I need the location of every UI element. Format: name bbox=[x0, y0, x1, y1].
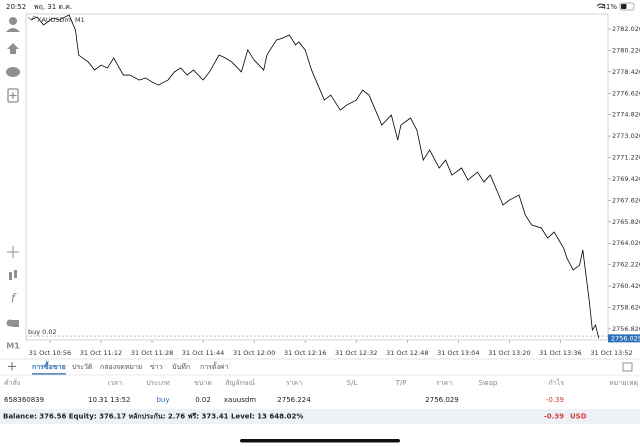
column-header: T/P bbox=[395, 379, 407, 387]
crosshair-icon[interactable] bbox=[7, 246, 19, 258]
table-cell[interactable]: 0.02 bbox=[195, 396, 211, 404]
table-cell[interactable]: -0.39 bbox=[546, 396, 564, 404]
y-tick-label: 2769.420 bbox=[612, 175, 640, 183]
indicator-icon-bar bbox=[14, 270, 17, 278]
column-header: หมายเหตุ bbox=[609, 379, 638, 387]
tab[interactable]: ประวัติ bbox=[72, 363, 93, 371]
account-icon[interactable] bbox=[9, 17, 17, 25]
indicator-icon[interactable] bbox=[9, 272, 12, 280]
function-icon[interactable]: f bbox=[11, 292, 17, 306]
x-tick-label: 31 Oct 13:52 bbox=[590, 349, 632, 357]
x-tick-label: 31 Oct 13:20 bbox=[488, 349, 530, 357]
column-header: สัญลักษณ์ bbox=[225, 379, 255, 387]
column-header: ราคา bbox=[286, 379, 302, 387]
price-tag-label: 2756.029 bbox=[611, 334, 640, 342]
x-tick-label: 31 Oct 12:16 bbox=[284, 349, 326, 357]
objects-icon[interactable] bbox=[6, 319, 14, 327]
tab[interactable]: ข่าว bbox=[150, 363, 163, 371]
new-order-plus bbox=[9, 92, 17, 99]
x-tick-label: 31 Oct 12:32 bbox=[335, 349, 377, 357]
y-tick-label: 2773.020 bbox=[612, 132, 640, 140]
tab[interactable]: การตั้งค่า bbox=[200, 360, 229, 371]
y-tick-label: 2776.620 bbox=[612, 89, 640, 97]
y-tick-label: 2774.820 bbox=[612, 111, 640, 119]
status-battery: 41% bbox=[601, 3, 617, 11]
timeframe-button[interactable]: M1 bbox=[6, 342, 20, 351]
x-tick-label: 31 Oct 12:00 bbox=[233, 349, 275, 357]
y-tick-label: 2778.420 bbox=[612, 68, 640, 76]
y-tick-label: 2767.620 bbox=[612, 196, 640, 204]
y-tick-label: 2771.220 bbox=[612, 154, 640, 162]
x-tick-label: 31 Oct 11:28 bbox=[131, 349, 173, 357]
column-header: เวลา bbox=[107, 379, 122, 387]
y-tick-label: 2782.020 bbox=[612, 25, 640, 33]
y-tick-label: 2758.620 bbox=[612, 304, 640, 312]
column-header: ราคา bbox=[436, 379, 452, 387]
x-tick-label: 31 Oct 13:36 bbox=[539, 349, 581, 357]
column-header: ประเภท bbox=[146, 379, 170, 387]
panel-icon[interactable] bbox=[622, 362, 633, 372]
x-tick-label: 31 Oct 11:12 bbox=[80, 349, 122, 357]
y-tick-label: 2756.820 bbox=[612, 325, 640, 333]
tab[interactable]: การซื้อขาย bbox=[32, 360, 66, 371]
add-button[interactable]: + bbox=[7, 360, 18, 375]
y-tick-label: 2765.820 bbox=[612, 218, 640, 226]
chart-title: XAUUSDm, M1 bbox=[37, 16, 85, 24]
home-indicator bbox=[240, 439, 400, 443]
y-tick-label: 2780.220 bbox=[612, 46, 640, 54]
y-tick-label: 2760.420 bbox=[612, 282, 640, 290]
summary-profit: -0.39 bbox=[544, 413, 564, 421]
column-header: Swap bbox=[479, 379, 498, 387]
tab[interactable]: บันทึก bbox=[172, 362, 190, 371]
column-header: กำไร bbox=[549, 378, 565, 387]
price-tag bbox=[608, 334, 640, 343]
summary-row bbox=[0, 409, 640, 424]
table-cell[interactable]: 2756.029 bbox=[425, 396, 458, 404]
summary-text: Balance: 376.56 Equity: 376.17 หลักประกั… bbox=[3, 413, 303, 421]
x-tick-label: 31 Oct 10:56 bbox=[29, 349, 71, 357]
x-tick-label: 31 Oct 12:48 bbox=[386, 349, 428, 357]
summary-currency: USD bbox=[570, 413, 587, 421]
table-cell[interactable]: 2756.224 bbox=[277, 396, 311, 404]
wifi-icon bbox=[596, 3, 606, 9]
status-date: พฤ. 31 ต.ค. bbox=[34, 3, 72, 11]
x-tick-label: 31 Oct 11:44 bbox=[182, 349, 224, 357]
y-tick-label: 2764.020 bbox=[612, 239, 640, 247]
objects-icon-square bbox=[12, 320, 19, 327]
positions-table: คำสั่ง เวลา ประเภท ขนาด สัญลักษณ์ ราคา S/L T/P ร… bbox=[0, 378, 640, 424]
column-header: คำสั่ง bbox=[4, 378, 20, 387]
new-order-icon[interactable] bbox=[7, 88, 19, 103]
price-line bbox=[30, 14, 600, 339]
x-tick-label: 31 Oct 13:04 bbox=[437, 349, 479, 357]
account-icon-body bbox=[6, 28, 20, 32]
left-toolbar: f M1 bbox=[6, 17, 20, 351]
column-header: S/L bbox=[347, 379, 358, 387]
table-cell[interactable]: 10.31 13:52 bbox=[88, 396, 130, 404]
table-cell[interactable]: xauusdm bbox=[224, 396, 256, 404]
trade-icon[interactable] bbox=[7, 43, 19, 54]
table-cell[interactable]: 658360839 bbox=[4, 396, 44, 404]
table-cell[interactable]: buy bbox=[156, 396, 169, 404]
tab[interactable]: กล่องจดหมาย bbox=[100, 363, 142, 371]
battery-level bbox=[621, 4, 627, 9]
chart: 2782.020 2780.220 2778.420 2776.620 2774.820… bbox=[26, 14, 640, 357]
order-label: buy 0.02 bbox=[28, 328, 57, 336]
y-tick-label: 2762.220 bbox=[612, 261, 640, 269]
status-time: 20:52 bbox=[6, 3, 26, 11]
battery-icon bbox=[619, 2, 635, 11]
chat-icon[interactable] bbox=[6, 67, 20, 77]
tab-bar: การซื้อขาย ประวัติ กล่องจดหมาย ข่าว บันทึก กา… bbox=[32, 360, 229, 375]
column-header: ขนาด bbox=[194, 379, 212, 387]
plot-frame bbox=[25, 13, 609, 341]
chart-icon bbox=[27, 15, 38, 21]
